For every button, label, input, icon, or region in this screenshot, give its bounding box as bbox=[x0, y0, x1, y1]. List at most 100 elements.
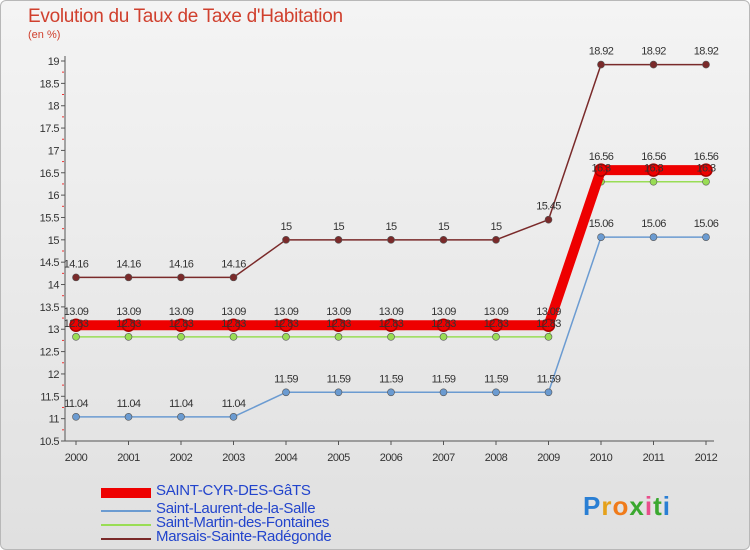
y-tick-label: 16.5 bbox=[40, 168, 60, 180]
data-point bbox=[702, 233, 710, 241]
data-label: 16.56 bbox=[589, 151, 614, 163]
data-label: 15.06 bbox=[694, 218, 719, 230]
data-point bbox=[594, 163, 608, 177]
data-label: 18.92 bbox=[641, 46, 666, 58]
data-label: 11.59 bbox=[274, 373, 298, 385]
data-label: 13.09 bbox=[169, 306, 194, 318]
data-label: 16.3 bbox=[644, 163, 663, 175]
data-point bbox=[334, 333, 343, 341]
data-label: 18.92 bbox=[589, 46, 614, 58]
chart-title: Evolution du Taux de Taxe d'Habitation bbox=[28, 6, 343, 27]
data-label: 11.04 bbox=[117, 398, 141, 410]
data-point bbox=[439, 388, 448, 397]
x-tick-label: 2008 bbox=[485, 452, 508, 464]
data-point bbox=[72, 413, 80, 421]
data-label: 13.09 bbox=[326, 306, 351, 318]
logo-letter: r bbox=[601, 491, 613, 521]
logo-letter: t bbox=[653, 491, 663, 521]
data-label: 12.83 bbox=[431, 318, 456, 330]
data-point bbox=[541, 318, 556, 332]
legend-swatch bbox=[101, 538, 151, 540]
data-label: 11.59 bbox=[484, 373, 508, 385]
data-point bbox=[229, 273, 238, 282]
logo-letter: i bbox=[662, 491, 671, 521]
data-label: 12.83 bbox=[379, 318, 404, 330]
data-point bbox=[649, 177, 658, 186]
data-label: 15.06 bbox=[641, 218, 666, 230]
data-point bbox=[649, 60, 658, 69]
series-line-0 bbox=[76, 165, 706, 331]
data-point bbox=[124, 413, 133, 421]
data-label: 13.09 bbox=[484, 306, 509, 318]
data-label: 18.92 bbox=[694, 46, 719, 58]
data-point bbox=[702, 60, 710, 69]
x-tick-label: 2012 bbox=[695, 452, 718, 464]
y-tick-label: 15 bbox=[48, 235, 60, 247]
data-point bbox=[387, 388, 395, 397]
data-label: 11.59 bbox=[379, 373, 403, 385]
data-label: 13.09 bbox=[431, 306, 456, 318]
series-layer bbox=[69, 60, 713, 421]
logo-letter: x bbox=[629, 491, 645, 521]
y-tick-label: 13.5 bbox=[40, 302, 60, 314]
data-label: 13.09 bbox=[116, 306, 141, 318]
data-label: 14.16 bbox=[221, 258, 246, 270]
data-point bbox=[492, 333, 500, 341]
y-tick-label: 11 bbox=[49, 414, 60, 426]
data-point bbox=[489, 318, 503, 332]
legend-label: Saint-Laurent-de-la-Salle bbox=[156, 500, 316, 517]
data-point bbox=[72, 333, 80, 341]
x-tick-label: 2007 bbox=[432, 452, 455, 464]
legend-swatch bbox=[101, 510, 151, 512]
data-point bbox=[282, 236, 290, 244]
data-label: 12.83 bbox=[326, 318, 351, 330]
y-tick-label: 14.5 bbox=[40, 257, 60, 269]
data-label: 15.45 bbox=[536, 201, 561, 213]
data-point bbox=[331, 318, 346, 332]
logo-letter: P bbox=[583, 491, 602, 521]
y-tick-label: 12.5 bbox=[40, 347, 60, 359]
data-point bbox=[384, 318, 398, 332]
y-tick-label: 17.5 bbox=[40, 123, 60, 135]
data-point bbox=[597, 60, 605, 69]
line-chart: 10.5 11 11.5 12 12.5 13 13.5 14 14.5 15 15.5 16 16.5… bbox=[40, 46, 720, 464]
data-labels-layer: 13.09 13.09 13.09 13.09 13.09 13.09 13.09 13.09… bbox=[64, 46, 720, 410]
data-label: 15.06 bbox=[589, 218, 614, 230]
data-point bbox=[124, 333, 133, 341]
logo-letter: i bbox=[644, 491, 654, 521]
data-label: 11.59 bbox=[537, 373, 561, 385]
data-label: 13.09 bbox=[379, 306, 404, 318]
x-tick-label: 2006 bbox=[380, 452, 403, 464]
data-point bbox=[334, 236, 343, 244]
data-label: 16.3 bbox=[696, 163, 715, 175]
legend-label: Marsais-Sainte-Radégonde bbox=[156, 528, 332, 545]
x-tick-label: 2003 bbox=[222, 452, 245, 464]
data-point bbox=[387, 236, 395, 244]
data-label: 15 bbox=[490, 221, 502, 233]
data-label: 14.16 bbox=[64, 258, 89, 270]
data-label: 13.09 bbox=[64, 306, 89, 318]
data-label: 16.56 bbox=[694, 151, 719, 163]
data-label: 12.83 bbox=[536, 318, 561, 330]
data-label: 12.83 bbox=[221, 318, 246, 330]
data-label: 12.83 bbox=[116, 318, 141, 330]
data-point bbox=[282, 333, 290, 341]
data-point bbox=[121, 318, 136, 332]
data-label: 15 bbox=[333, 221, 345, 233]
y-unit-label: (en %) bbox=[28, 29, 61, 41]
data-label: 11.59 bbox=[327, 373, 351, 385]
y-tick-label: 18 bbox=[48, 101, 60, 113]
data-point bbox=[492, 388, 500, 397]
data-label: 14.16 bbox=[169, 258, 194, 270]
data-label: 15 bbox=[385, 221, 397, 233]
y-tick-label: 14 bbox=[48, 280, 60, 292]
data-point bbox=[174, 318, 188, 332]
data-point bbox=[702, 177, 710, 186]
data-point bbox=[387, 333, 395, 341]
y-tick-label: 19 bbox=[48, 56, 60, 68]
x-tick-label: 2001 bbox=[117, 452, 140, 464]
legend-label: Saint-Martin-des-Fontaines bbox=[156, 514, 330, 531]
x-tick-label: 2005 bbox=[327, 452, 350, 464]
data-label: 11.04 bbox=[222, 398, 246, 410]
